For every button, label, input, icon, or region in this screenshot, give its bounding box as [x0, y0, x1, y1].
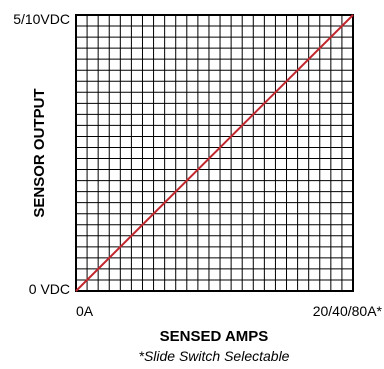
grid-lines: [76, 15, 353, 291]
x-axis-title: SENSED AMPS: [160, 328, 269, 345]
x-tick-label-min: 0A: [76, 303, 94, 319]
series-line: [75, 14, 354, 292]
x-tick-label-max: 20/40/80A*: [313, 303, 383, 319]
y-tick-label-min: 0 VDC: [29, 281, 70, 297]
slide-switch-note: *Slide Switch Selectable: [139, 348, 290, 364]
y-tick-label-max: 5/10VDC: [13, 11, 70, 27]
y-axis-title: SENSOR OUTPUT: [31, 88, 48, 217]
plot-border: [75, 14, 354, 292]
